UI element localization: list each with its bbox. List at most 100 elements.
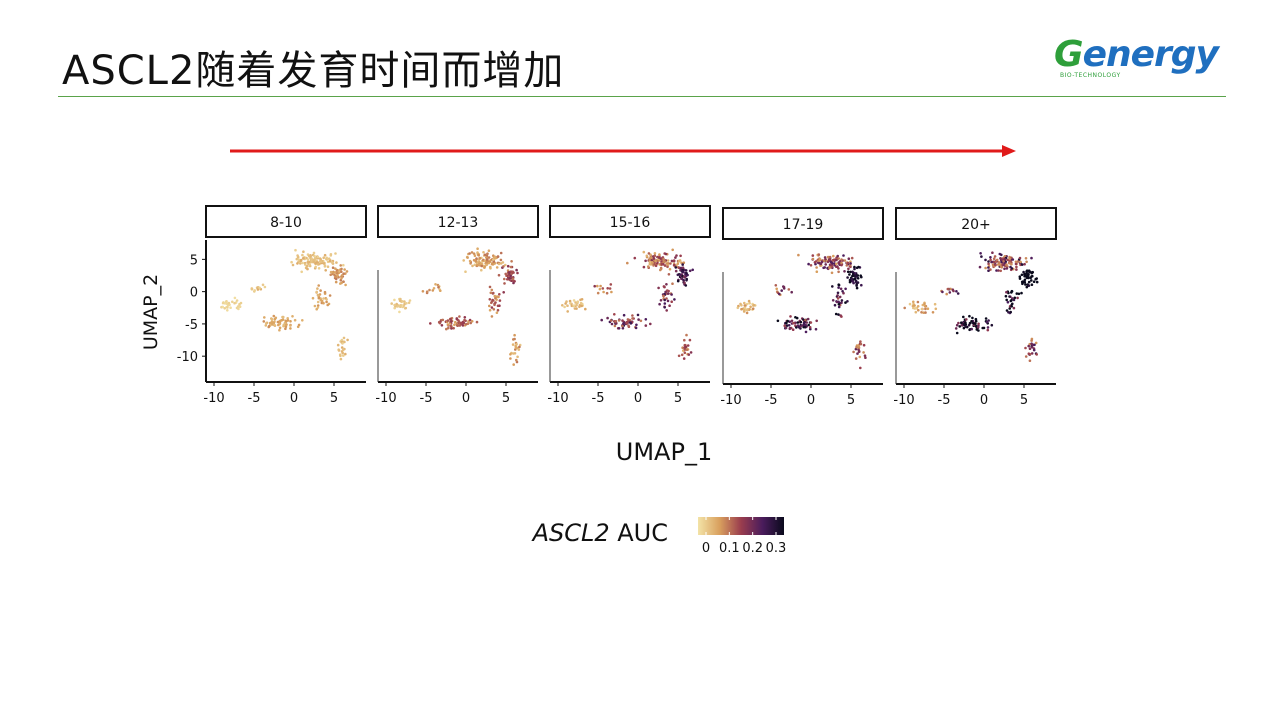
data-point (312, 251, 316, 255)
data-point (334, 267, 337, 271)
data-point (498, 299, 502, 302)
data-point (987, 262, 990, 266)
x-tick-label: 5 (1020, 393, 1028, 408)
data-point (324, 269, 328, 272)
data-point (1022, 270, 1025, 274)
x-tick-label: -10 (720, 393, 741, 408)
data-point (1035, 280, 1039, 284)
data-point (1013, 296, 1017, 300)
data-point (502, 265, 505, 268)
data-point (987, 269, 990, 273)
data-point (856, 277, 860, 280)
data-point (789, 315, 792, 318)
data-point (652, 257, 656, 260)
data-point (464, 322, 468, 326)
data-point (794, 321, 797, 325)
data-point (739, 302, 742, 306)
data-point (265, 322, 268, 325)
data-point (680, 270, 684, 273)
data-point (848, 278, 852, 282)
data-point (674, 266, 678, 269)
data-point (994, 263, 997, 267)
data-point (408, 299, 412, 302)
data-point (857, 346, 861, 349)
data-point (691, 268, 694, 272)
data-point (327, 257, 331, 261)
data-point (924, 311, 927, 314)
data-point (964, 325, 968, 329)
x-tick-label: 0 (462, 391, 470, 406)
data-point (511, 277, 515, 281)
data-point (836, 297, 840, 300)
data-point (399, 304, 402, 307)
data-point (490, 262, 494, 266)
data-point (1009, 310, 1012, 314)
data-point (657, 286, 660, 290)
data-point (859, 342, 863, 346)
data-point (518, 345, 521, 349)
data-point (666, 299, 670, 303)
data-point (326, 303, 330, 307)
data-point (852, 350, 855, 354)
data-point (852, 281, 855, 285)
data-point (301, 319, 304, 322)
data-point (512, 338, 515, 341)
facet-label: 17-19 (783, 217, 824, 233)
x-tick-label: 0 (980, 393, 988, 408)
data-point (610, 322, 614, 326)
data-point (513, 333, 516, 337)
colorbar-title: ASCL2 AUC (531, 519, 668, 547)
data-point (666, 259, 670, 262)
data-point (239, 301, 243, 305)
data-point (952, 289, 955, 293)
data-point (493, 294, 497, 298)
data-point (850, 256, 854, 260)
data-point (1000, 253, 1003, 257)
data-point (858, 355, 862, 359)
data-point (515, 358, 518, 362)
data-point (231, 300, 234, 304)
data-point (842, 291, 845, 295)
data-point (949, 287, 952, 291)
data-point (306, 258, 310, 262)
data-point (489, 291, 493, 295)
data-point (736, 306, 740, 310)
data-point (860, 275, 863, 279)
data-point (1027, 273, 1030, 276)
data-point (1005, 309, 1009, 312)
data-point (862, 351, 865, 354)
data-point (334, 280, 338, 284)
data-point (948, 291, 952, 294)
data-point (341, 351, 345, 355)
data-point (999, 269, 1002, 273)
data-point (508, 276, 511, 280)
data-point (1023, 278, 1027, 282)
data-point (749, 305, 752, 309)
data-point (429, 322, 432, 325)
data-point (341, 342, 344, 345)
data-point (293, 318, 297, 322)
data-point (1005, 267, 1009, 270)
data-point (299, 258, 303, 262)
data-point (982, 326, 986, 330)
data-point (837, 303, 841, 306)
data-point (1016, 296, 1019, 300)
data-point (303, 263, 307, 266)
x-tick-label: -5 (248, 391, 261, 406)
data-point (449, 317, 453, 321)
data-point (1021, 281, 1025, 284)
data-point (813, 261, 817, 264)
data-point (1018, 277, 1022, 280)
data-point (743, 301, 746, 305)
data-point (1015, 268, 1018, 271)
data-point (914, 310, 918, 314)
data-point (999, 265, 1003, 269)
data-point (273, 324, 277, 327)
data-point (514, 346, 518, 350)
data-point (596, 291, 600, 295)
data-point (972, 322, 976, 325)
data-point (629, 321, 632, 324)
data-point (855, 345, 858, 349)
data-point (1010, 289, 1014, 293)
data-point (634, 326, 638, 330)
